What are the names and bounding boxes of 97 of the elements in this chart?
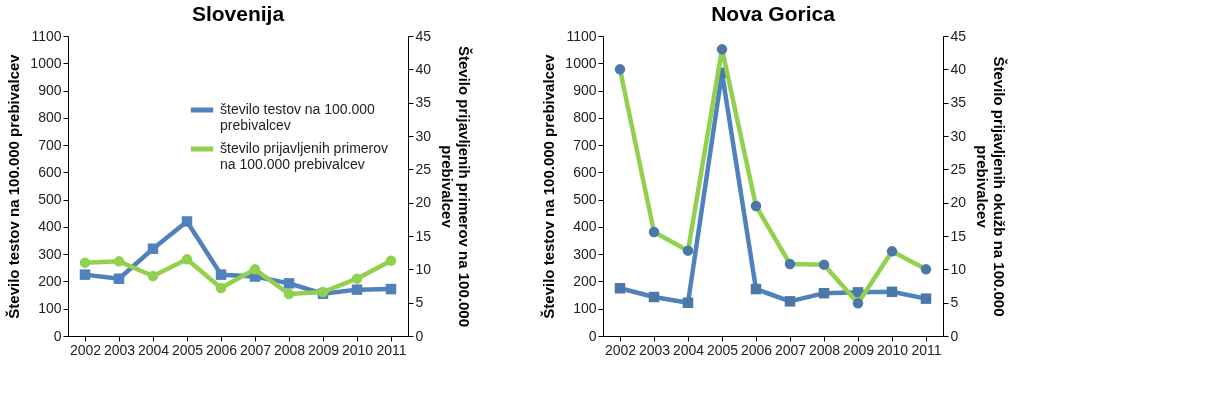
y2-tick-label: 40 bbox=[415, 60, 432, 77]
point bbox=[920, 293, 932, 304]
y2-tick-label: 45 bbox=[950, 27, 967, 44]
y2-tick-label: 30 bbox=[415, 127, 432, 144]
point bbox=[79, 269, 91, 280]
point bbox=[147, 243, 159, 254]
y-tick-label: 800 bbox=[38, 109, 62, 126]
x-tick-label: 2006 bbox=[740, 341, 773, 358]
x-tick-label: 2004 bbox=[672, 341, 705, 358]
y2-tick-label: 10 bbox=[415, 260, 432, 277]
point bbox=[249, 264, 261, 275]
y2-tick-label: 0 bbox=[415, 327, 424, 344]
y-tick-label: 500 bbox=[38, 191, 62, 208]
point bbox=[818, 287, 830, 299]
y-tick-label: 700 bbox=[573, 136, 597, 153]
x-tick-label: 2009 bbox=[307, 341, 340, 358]
point bbox=[181, 216, 193, 227]
y-tick-label: 500 bbox=[573, 191, 597, 208]
point bbox=[215, 282, 227, 294]
y-axis-title: Število testov na 100.000 prebivalcev bbox=[540, 53, 558, 319]
point bbox=[385, 283, 397, 295]
x-tick-label: 2004 bbox=[137, 341, 170, 358]
point bbox=[385, 255, 397, 266]
x-tick-label: 2008 bbox=[808, 341, 841, 358]
x-tick-label: 2005 bbox=[171, 341, 204, 358]
x-tick-label: 2002 bbox=[604, 341, 637, 358]
y2-tick-label: 35 bbox=[950, 94, 967, 111]
point bbox=[79, 257, 91, 268]
y-tick-label: 900 bbox=[38, 82, 62, 99]
point bbox=[113, 256, 125, 267]
y-tick-label: 400 bbox=[573, 218, 597, 235]
x-tick-label: 2005 bbox=[706, 341, 739, 358]
y-tick-label: 400 bbox=[38, 218, 62, 235]
y-axis-title: Število testov na 100.000 prebivalcev bbox=[5, 53, 23, 319]
y2-tick-label: 10 bbox=[950, 260, 967, 277]
y-tick-label: 900 bbox=[573, 82, 597, 99]
y-tick-label: 100 bbox=[38, 300, 62, 317]
point bbox=[283, 288, 295, 300]
y-tick-label: 600 bbox=[38, 163, 62, 180]
x-tick-label: 2007 bbox=[774, 341, 807, 358]
y2-tick-label: 45 bbox=[415, 27, 432, 44]
y-tick-label: 0 bbox=[588, 327, 597, 344]
y2-axis-title: Število prijavljenih primerov na 100.000 prebivalcev bbox=[439, 46, 474, 327]
x-tick-label: 2003 bbox=[638, 341, 671, 358]
point bbox=[784, 296, 796, 307]
x-tick-label: 2009 bbox=[842, 341, 875, 358]
x-tick-label: 2002 bbox=[69, 341, 102, 358]
y-tick-label: 1000 bbox=[30, 54, 62, 71]
x-tick-label: 2003 bbox=[103, 341, 136, 358]
legend-label: število prijavljenih primerov na 100.000 prebivalcev bbox=[220, 140, 389, 172]
y2-tick-label: 30 bbox=[950, 127, 967, 144]
point bbox=[215, 269, 227, 280]
point bbox=[351, 284, 363, 295]
y-tick-label: 600 bbox=[573, 163, 597, 180]
x-tick-label: 2010 bbox=[341, 341, 374, 358]
y2-axis-title: Število prijavljenih okužb na 100.000 prebivalcev bbox=[974, 56, 1009, 317]
y-tick-label: 1100 bbox=[566, 27, 597, 44]
y2-tick-label: 40 bbox=[950, 60, 967, 77]
point bbox=[147, 270, 159, 282]
y2-tick-label: 25 bbox=[415, 160, 432, 177]
point bbox=[886, 286, 898, 298]
y-tick-label: 300 bbox=[573, 245, 597, 262]
y-tick-label: 200 bbox=[38, 272, 62, 289]
x-tick-label: 2008 bbox=[273, 341, 306, 358]
x-tick-label: 2006 bbox=[205, 341, 238, 358]
y-tick-label: 700 bbox=[38, 136, 62, 153]
chart-title: Nova Gorica bbox=[711, 2, 836, 25]
point bbox=[648, 291, 660, 303]
y-tick-label: 0 bbox=[53, 327, 62, 344]
point bbox=[283, 278, 295, 289]
x-tick-label: 2010 bbox=[876, 341, 909, 358]
point bbox=[181, 254, 193, 265]
y-tick-label: 100 bbox=[573, 300, 597, 317]
y-tick-label: 1000 bbox=[565, 54, 597, 71]
y-tick-label: 200 bbox=[573, 272, 597, 289]
point bbox=[682, 297, 694, 308]
y2-tick-label: 25 bbox=[950, 160, 967, 177]
y-tick-label: 800 bbox=[573, 109, 597, 126]
point bbox=[750, 283, 762, 295]
point bbox=[351, 273, 363, 284]
y2-tick-label: 20 bbox=[415, 194, 432, 211]
y-tick-label: 300 bbox=[38, 245, 62, 262]
point bbox=[614, 283, 626, 294]
legend-label: število testov na 100.000 prebivalcev bbox=[220, 101, 376, 133]
chart-title: Slovenija bbox=[191, 2, 285, 25]
y-tick-label: 1100 bbox=[31, 27, 62, 44]
y2-tick-label: 15 bbox=[415, 227, 432, 244]
point bbox=[113, 273, 125, 284]
y2-tick-label: 5 bbox=[950, 294, 959, 311]
x-tick-label: 2007 bbox=[239, 341, 272, 358]
y2-tick-label: 0 bbox=[950, 327, 959, 344]
y2-tick-label: 35 bbox=[415, 94, 432, 111]
y2-tick-label: 5 bbox=[415, 294, 424, 311]
x-tick-label: 2011 bbox=[376, 341, 407, 358]
y2-tick-label: 20 bbox=[950, 194, 967, 211]
y2-tick-label: 15 bbox=[950, 227, 967, 244]
x-tick-label: 2011 bbox=[911, 341, 942, 358]
